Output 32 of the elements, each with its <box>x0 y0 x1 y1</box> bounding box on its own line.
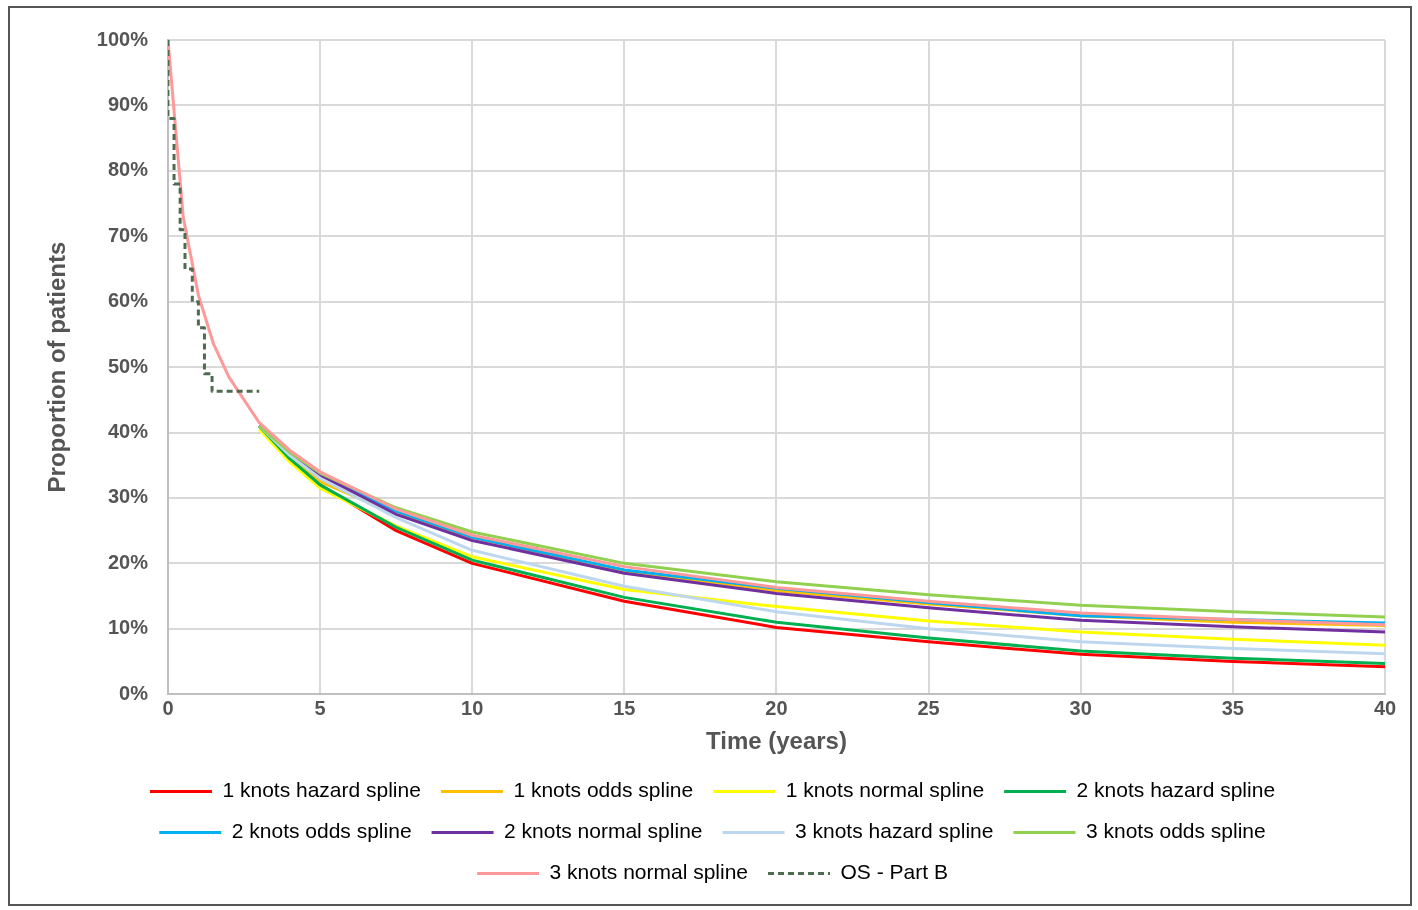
y-tick-label: 10% <box>107 616 149 639</box>
legend-label: OS - Part B <box>840 860 948 884</box>
legend-label: 3 knots odds spline <box>1085 819 1266 843</box>
y-tick-label: 90% <box>107 92 149 115</box>
legend-label: 3 knots normal spline <box>549 860 749 884</box>
y-tick-label: 30% <box>107 485 149 508</box>
y-tick-label: 80% <box>107 158 149 181</box>
x-tick-label: 10 <box>461 696 484 719</box>
y-tick-label: 70% <box>107 223 149 246</box>
legend-label: 3 knots hazard spline <box>794 819 994 843</box>
y-tick-label: 50% <box>107 354 149 377</box>
y-tick-label: 40% <box>107 420 149 443</box>
x-tick-label: 25 <box>917 696 940 719</box>
x-axis-title: Time (years) <box>705 727 847 755</box>
x-tick-label: 30 <box>1069 696 1092 719</box>
y-tick-label: 0% <box>119 681 149 704</box>
x-tick-label: 0 <box>162 696 174 719</box>
x-tick-label: 15 <box>613 696 636 719</box>
x-tick-label: 40 <box>1373 696 1397 719</box>
legend-label: 2 knots hazard spline <box>1076 778 1276 802</box>
x-tick-label: 5 <box>314 696 326 719</box>
x-tick-label: 20 <box>765 696 788 719</box>
legend-label: 1 knots odds spline <box>513 778 694 802</box>
x-tick-label: 35 <box>1221 696 1244 719</box>
legend-label: 1 knots hazard spline <box>222 778 421 802</box>
y-tick-label: 20% <box>107 550 149 573</box>
legend-label: 1 knots normal spline <box>785 778 985 802</box>
y-tick-label: 60% <box>107 289 149 312</box>
legend-label: 2 knots normal spline <box>504 819 703 843</box>
y-tick-label: 100% <box>96 27 149 50</box>
legend-label: 2 knots odds spline <box>231 819 412 843</box>
y-axis-title: Proportion of patients <box>43 241 71 493</box>
